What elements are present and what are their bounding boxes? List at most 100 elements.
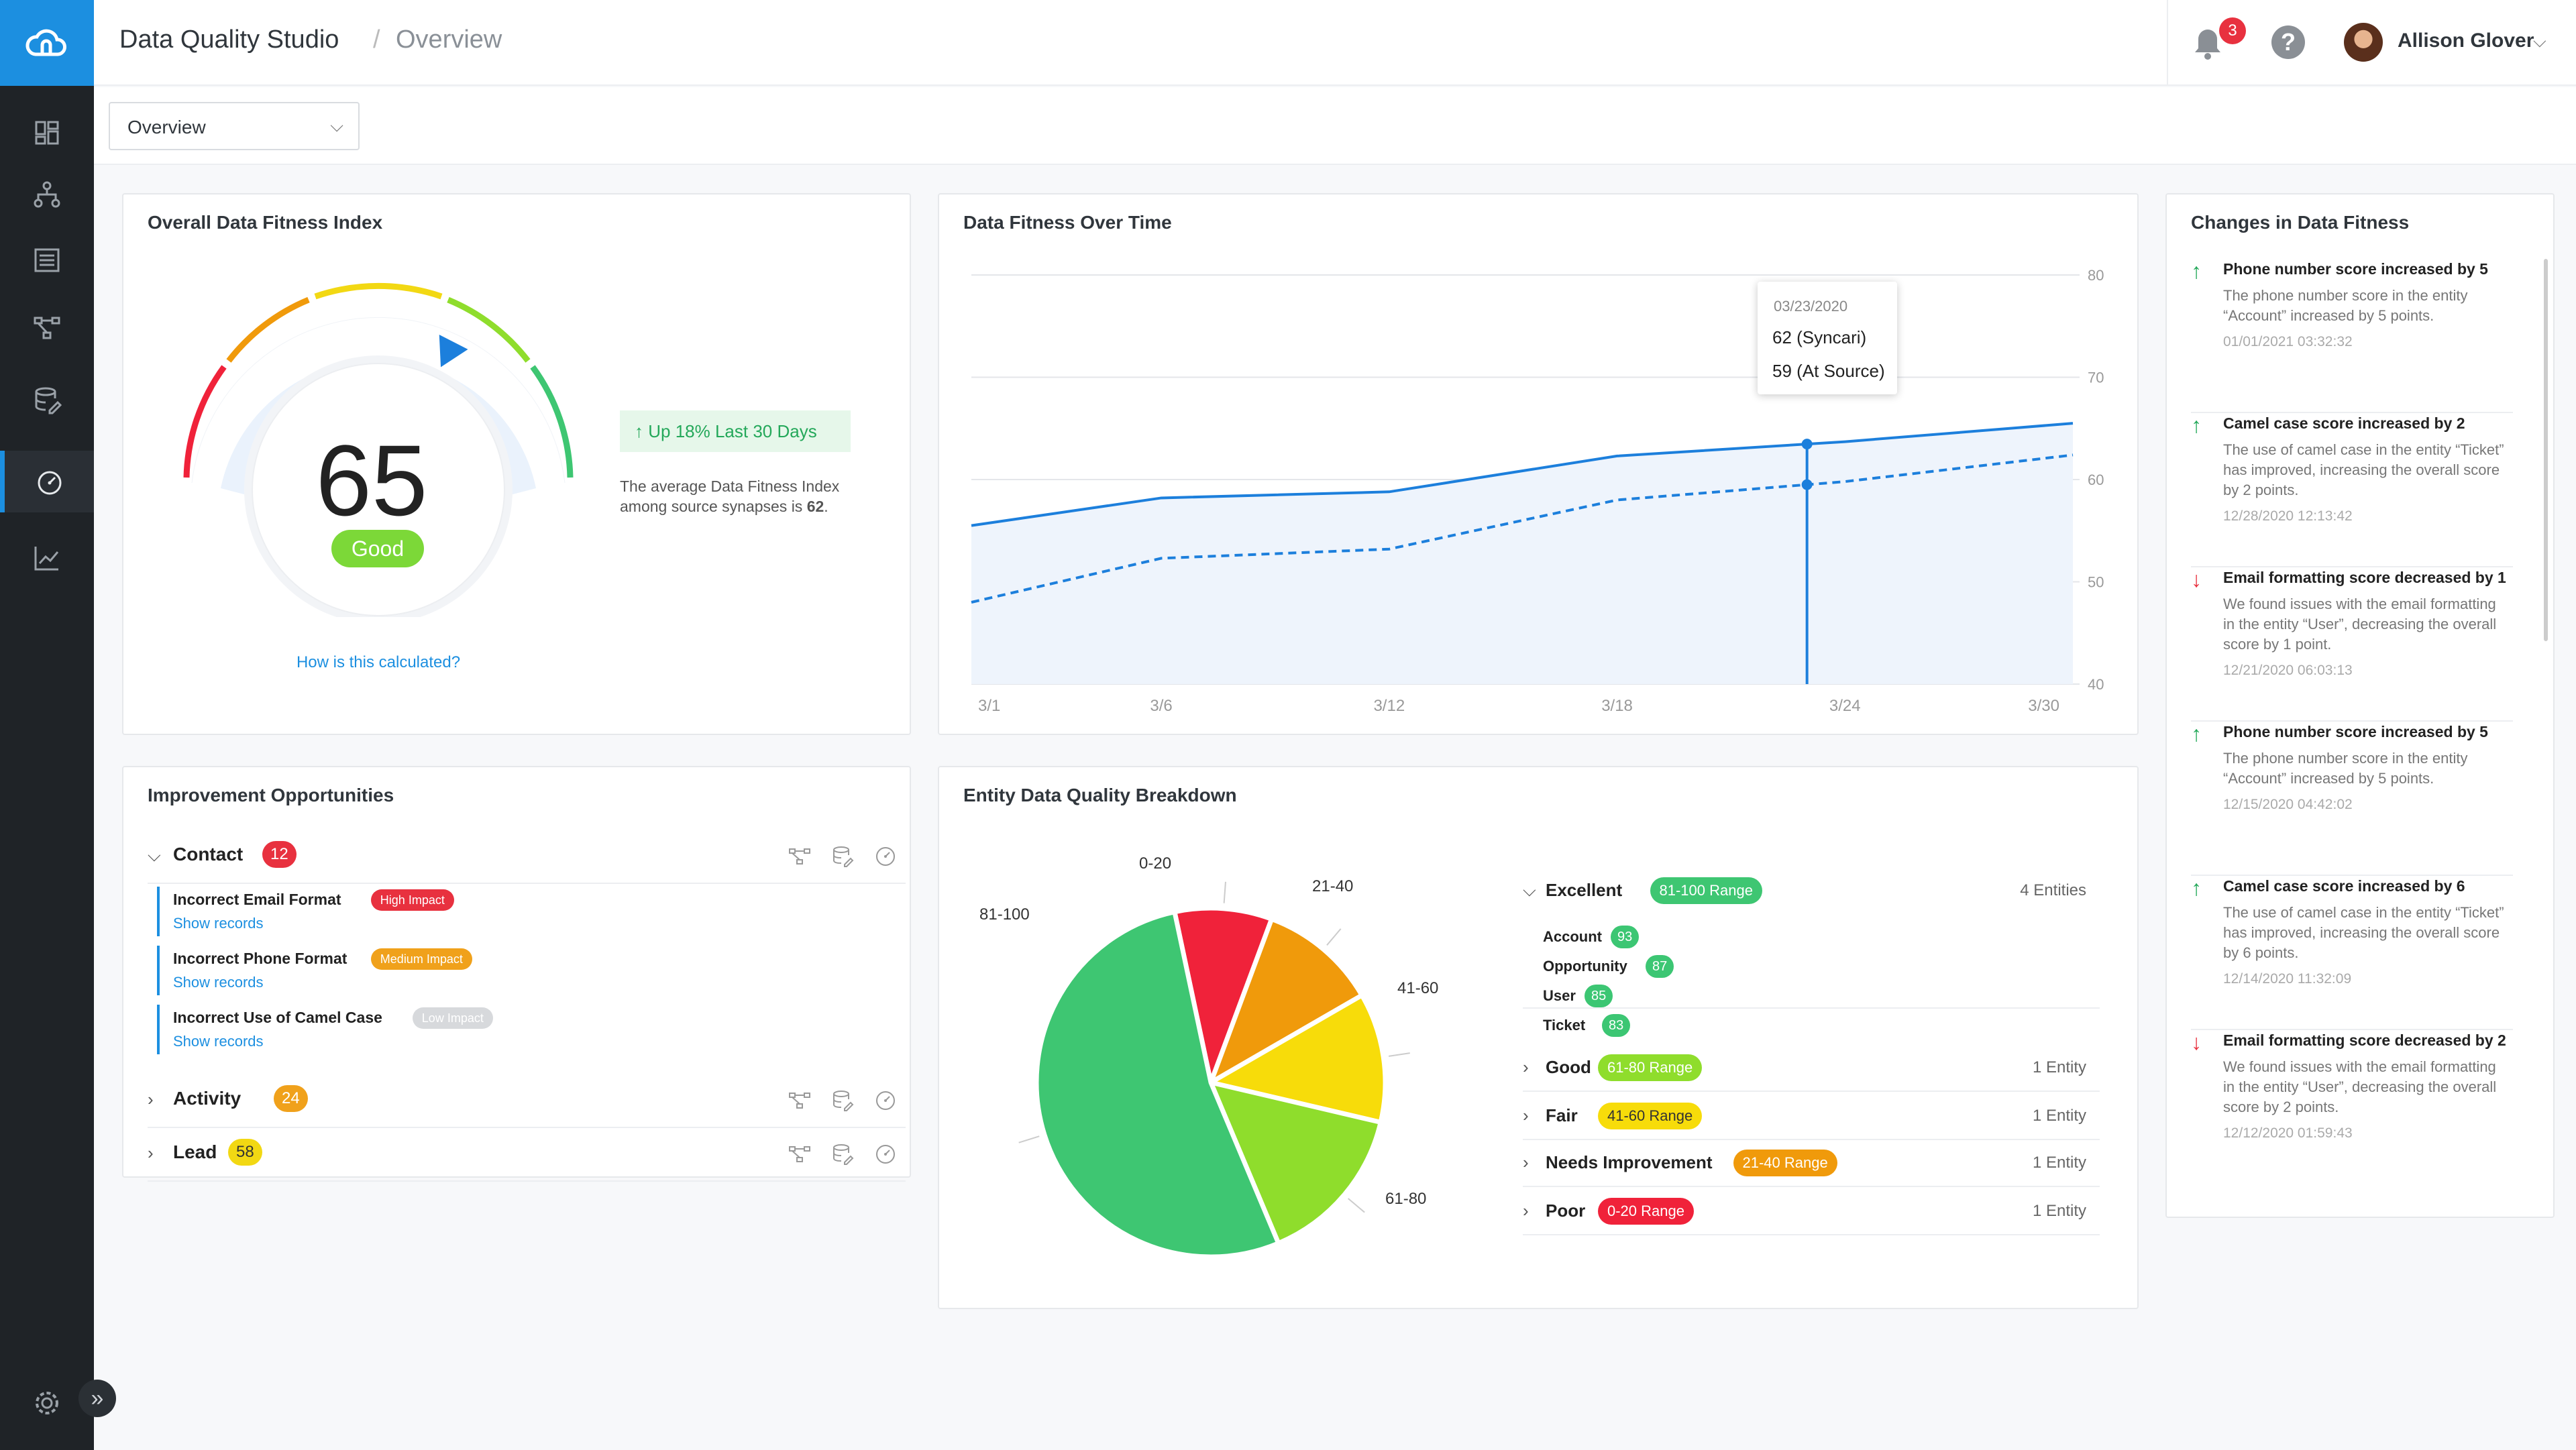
arrow-down-icon: ↓ (2191, 567, 2202, 592)
pie-leader-line (1326, 928, 1342, 946)
rating-badge: Good (331, 530, 424, 567)
entity-count: 4 Entities (2020, 881, 2086, 899)
quality-pie-chart[interactable] (939, 767, 1516, 1310)
gauge-icon[interactable] (873, 1088, 898, 1112)
group-count-badge: 58 (228, 1139, 262, 1166)
flow-icon[interactable] (788, 1141, 812, 1166)
improvement-card: Improvement Opportunities ⌵ Contact 12 › Act… (122, 766, 911, 1182)
sidebar (0, 0, 94, 1450)
impact-badge: High Impact (370, 889, 454, 911)
nav-database[interactable] (0, 369, 94, 431)
chevron-down-icon[interactable]: ⌵ (1523, 880, 1536, 900)
quality-range-row[interactable]: › Fair 41-60 Range 1 Entity (1523, 1093, 2100, 1140)
change-item[interactable]: ↓ Email formatting score decreased by 1 We… (2191, 567, 2513, 722)
fitness-line-chart[interactable]: 40 50 60 70 80 3/1 3/6 3/12 3/18 3/24 3/30 (939, 194, 2140, 736)
nav-settings[interactable] (0, 1372, 94, 1434)
show-records-link[interactable]: Show records (173, 915, 264, 932)
group-name: Lead (173, 1141, 217, 1162)
view-select[interactable]: Overview ⌵ (109, 102, 360, 150)
bell-icon[interactable] (2192, 27, 2223, 60)
change-title: Email formatting score decreased by 2 (2223, 1031, 2506, 1049)
database-edit-icon[interactable] (830, 1088, 855, 1112)
average-text: The average Data Fitness Index among sou… (620, 476, 861, 516)
expand-sidebar-button[interactable]: » (78, 1380, 116, 1417)
chart-tooltip: 03/23/2020 62 (Syncari) 59 (At Source) (1758, 282, 1897, 394)
range-name: Fair (1546, 1105, 1578, 1125)
database-edit-icon[interactable] (830, 844, 855, 868)
quality-range-row[interactable]: › Poor 0-20 Range 1 Entity (1523, 1188, 2100, 1235)
chevron-right-icon[interactable]: › (1523, 1105, 1529, 1125)
average-text-suffix: . (824, 498, 828, 515)
range-name: Good (1546, 1057, 1591, 1077)
change-description: The phone number score in the entity “Ac… (2223, 750, 2468, 787)
pie-slice-61-80 (1207, 1079, 1384, 1247)
tooltip-date: 03/23/2020 (1774, 298, 1848, 315)
issue-item: Incorrect Phone Format Medium Impact Show … (157, 946, 761, 995)
arrow-up-icon: ↑ (635, 421, 649, 441)
quality-range-row[interactable]: ⌵ Excellent 81-100 Range 4 Entities (1523, 868, 2100, 1009)
quality-range-row[interactable]: › Needs Improvement 21-40 Range 1 Entity (1523, 1140, 2100, 1187)
change-item[interactable]: ↑ Camel case score increased by 2 The use … (2191, 413, 2513, 567)
x-tick-label: 3/6 (1150, 697, 1172, 715)
gauge-pointer-icon (439, 335, 468, 368)
pie-leader-line (1223, 881, 1226, 903)
hierarchy-icon (34, 181, 60, 208)
impact-badge: Medium Impact (370, 948, 472, 970)
chevron-right-icon[interactable]: › (148, 1143, 154, 1163)
average-value: 62 (806, 498, 824, 515)
group-actions (788, 1141, 902, 1168)
pie-leader-line (1348, 1198, 1365, 1213)
logo[interactable] (0, 0, 94, 86)
gauge-arc-orange (226, 296, 310, 363)
show-records-link[interactable]: Show records (173, 974, 264, 991)
range-badge: 81-100 Range (1650, 877, 1762, 904)
opportunity-group[interactable]: › Lead 58 (148, 1128, 906, 1182)
entity-score-badge: 87 (1646, 955, 1674, 978)
nav-chart[interactable] (0, 527, 94, 589)
nav-flow[interactable] (0, 296, 94, 358)
chevron-right-icon[interactable]: › (1523, 1152, 1529, 1172)
quality-range-row[interactable]: › Good 61-80 Range 1 Entity (1523, 1045, 2100, 1092)
range-badge: 41-60 Range (1598, 1103, 1703, 1129)
chevron-right-icon[interactable]: › (1523, 1201, 1529, 1221)
scrollbar[interactable] (2544, 259, 2548, 641)
nav-list[interactable] (0, 229, 94, 291)
change-item[interactable]: ↑ Camel case score increased by 6 The use … (2191, 876, 2513, 1030)
change-item[interactable]: ↓ Email formatting score decreased by 2 We… (2191, 1030, 2513, 1170)
nav-gauge[interactable] (0, 451, 94, 512)
trend-badge: ↑ Up 18% Last 30 Days (620, 410, 851, 452)
show-records-link[interactable]: Show records (173, 1033, 264, 1050)
avatar[interactable] (2344, 23, 2383, 62)
database-edit-icon[interactable] (830, 1141, 855, 1166)
card-title: Overall Data Fitness Index (148, 212, 383, 233)
change-item[interactable]: ↑ Phone number score increased by 5 The ph… (2191, 722, 2513, 876)
chevron-down-icon[interactable]: ⌵ (2533, 31, 2546, 51)
change-item[interactable]: ↑ Phone number score increased by 5 The ph… (2191, 259, 2513, 413)
gauge-icon[interactable] (873, 844, 898, 868)
flow-icon[interactable] (788, 1088, 812, 1112)
chevron-down-icon[interactable]: ⌵ (148, 845, 161, 865)
nav-dashboard[interactable] (0, 102, 94, 164)
pie-slice-label: 61-80 (1385, 1190, 1427, 1208)
help-icon[interactable]: ? (2271, 25, 2305, 59)
gauge-icon[interactable] (873, 1141, 898, 1166)
flow-icon[interactable] (788, 844, 812, 868)
how-calculated-link[interactable]: How is this calculated? (296, 653, 461, 671)
range-badge: 21-40 Range (1733, 1150, 1837, 1176)
issue-title: Incorrect Use of Camel Case (173, 1009, 382, 1026)
entity-count: 1 Entity (2032, 1107, 2086, 1125)
opportunity-group[interactable]: ⌵ Contact 12 (148, 830, 906, 884)
y-tick-label: 60 (2088, 471, 2104, 488)
x-tick-label: 3/30 (2028, 697, 2059, 715)
nav-hierarchy[interactable] (0, 164, 94, 225)
double-chevron-right-icon: » (91, 1385, 104, 1411)
arrow-up-icon: ↑ (2191, 722, 2202, 746)
range-name: Excellent (1546, 880, 1623, 900)
opportunity-group[interactable]: › Activity 24 (148, 1074, 906, 1128)
app-title[interactable]: Data Quality Studio (119, 25, 339, 54)
chevron-right-icon[interactable]: › (1523, 1057, 1529, 1077)
user-name[interactable]: Allison Glover (2398, 30, 2534, 52)
pie-slice-label: 81-100 (979, 905, 1030, 924)
dashboard-icon (35, 121, 59, 145)
chevron-right-icon[interactable]: › (148, 1089, 154, 1109)
